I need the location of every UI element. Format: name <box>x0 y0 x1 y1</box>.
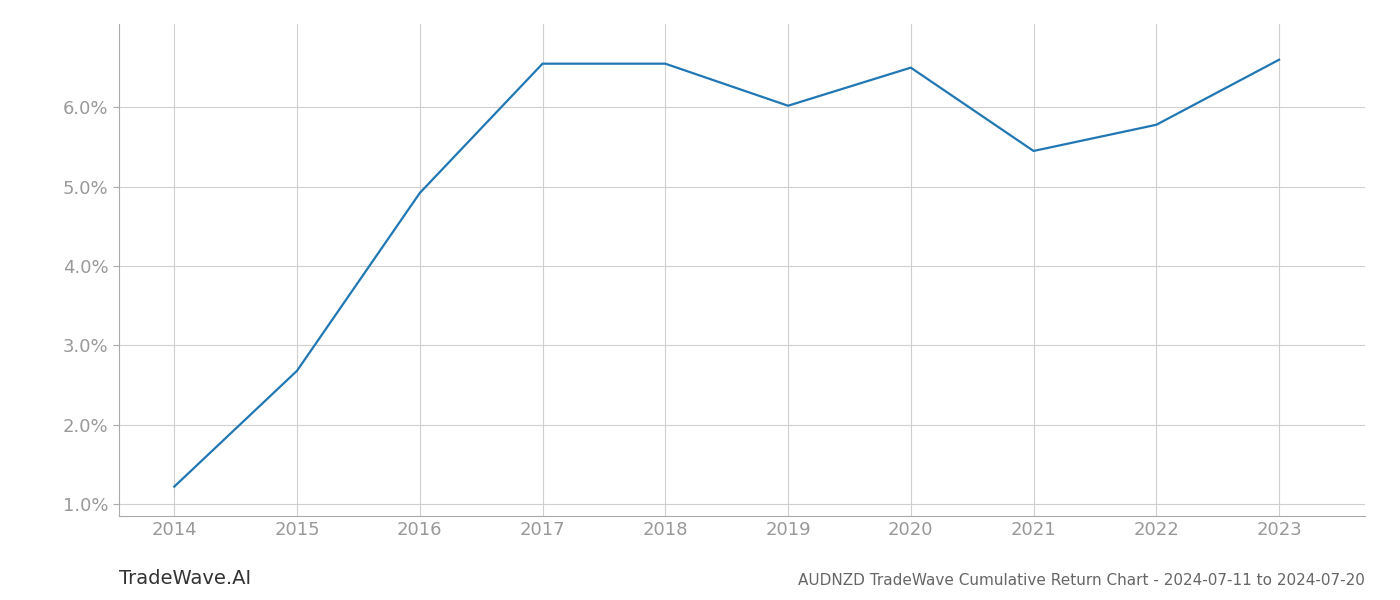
Text: AUDNZD TradeWave Cumulative Return Chart - 2024-07-11 to 2024-07-20: AUDNZD TradeWave Cumulative Return Chart… <box>798 573 1365 588</box>
Text: TradeWave.AI: TradeWave.AI <box>119 569 251 588</box>
